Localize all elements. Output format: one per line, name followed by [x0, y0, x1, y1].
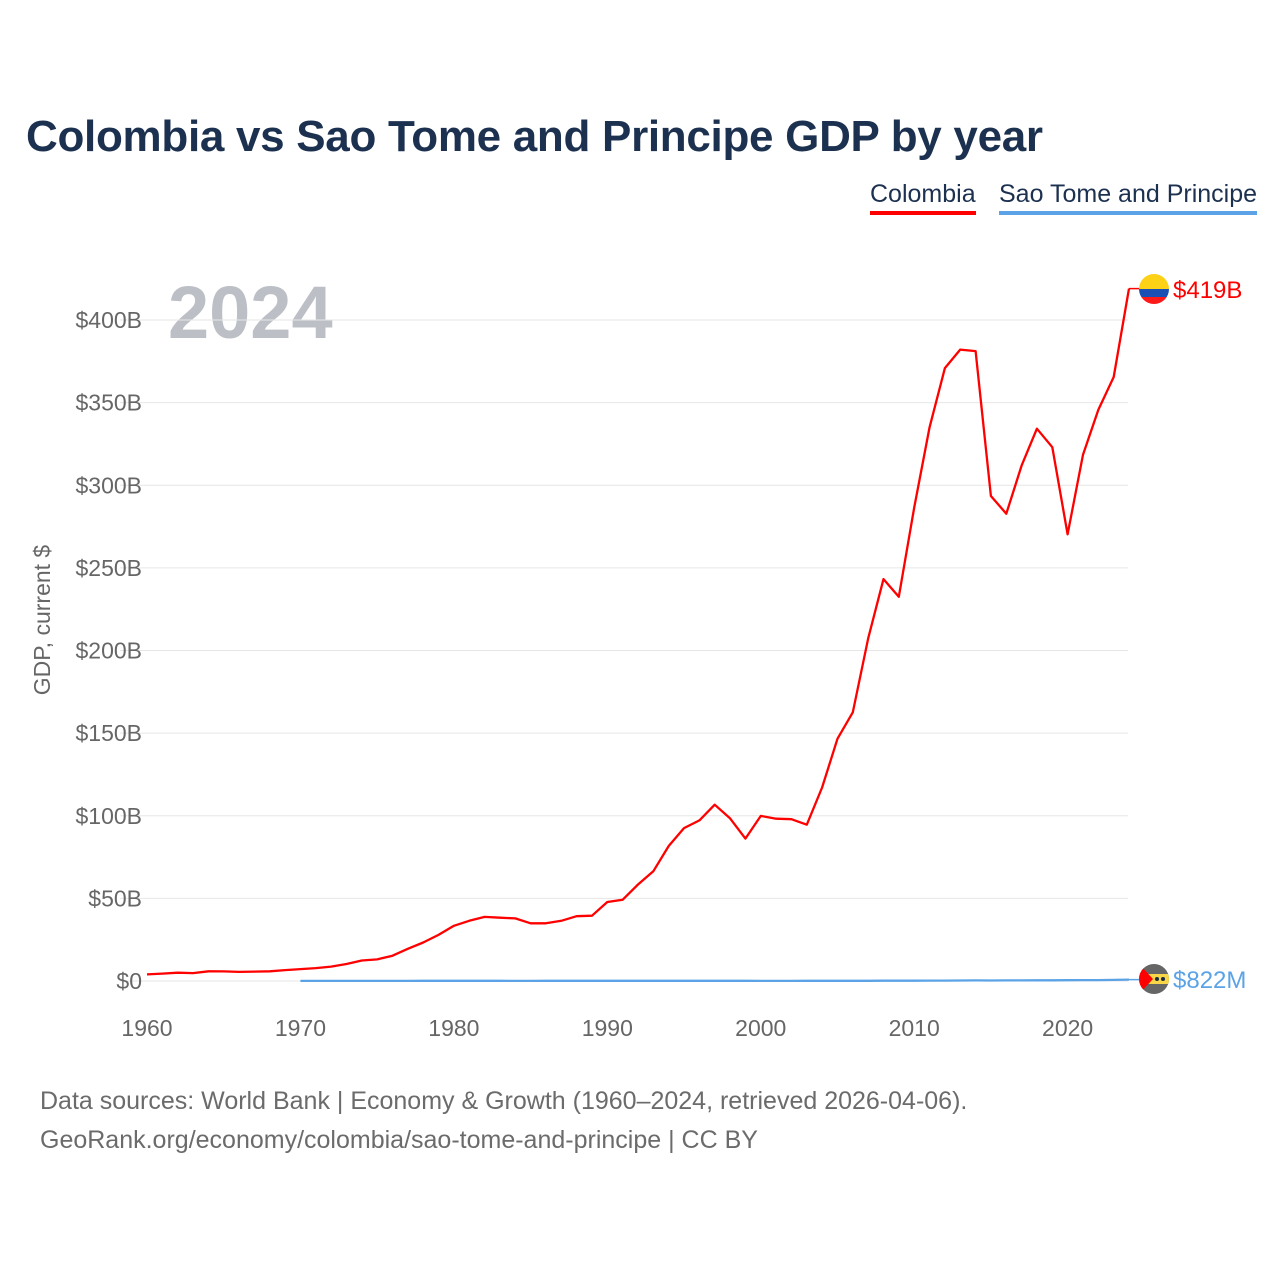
y-tick-label: $100B	[75, 803, 142, 829]
source-note: Data sources: World Bank | Economy & Gro…	[40, 1082, 967, 1160]
y-tick-label: $200B	[75, 638, 142, 664]
x-tick-label: 1980	[428, 1015, 479, 1041]
y-tick-label: $400B	[75, 307, 142, 333]
source-line-1: Data sources: World Bank | Economy & Gro…	[40, 1087, 968, 1115]
legend-item-sao-tome[interactable]: Sao Tome and Principe	[999, 180, 1258, 215]
colombia-flag-icon	[1139, 274, 1169, 304]
x-tick-label: 2000	[735, 1015, 786, 1041]
legend-item-colombia[interactable]: Colombia	[870, 180, 976, 215]
series-line-sao-tome	[300, 978, 1130, 983]
y-tick-label: $150B	[75, 720, 142, 746]
y-tick-label: $250B	[75, 555, 142, 581]
end-value-label: $419B	[1173, 277, 1242, 304]
x-tick-label: 2020	[1042, 1015, 1093, 1041]
series-line-colombia	[146, 288, 1131, 976]
y-tick-label: $0	[116, 968, 142, 994]
x-tick-label: 1960	[121, 1015, 172, 1041]
x-tick-label: 2010	[889, 1015, 940, 1041]
chart-title: Colombia vs Sao Tome and Principe GDP by…	[26, 112, 1043, 161]
source-line-2[interactable]: GeoRank.org/economy/colombia/sao-tome-an…	[40, 1126, 758, 1154]
year-watermark: 2024	[168, 271, 333, 354]
y-tick-label: $50B	[88, 885, 142, 911]
sao-tome-flag-icon	[1139, 964, 1169, 994]
x-tick-label: 1970	[275, 1015, 326, 1041]
y-tick-label: $350B	[75, 390, 142, 416]
x-tick-label: 1990	[582, 1015, 633, 1041]
y-axis-label: GDP, current $	[29, 545, 55, 696]
y-tick-label: $300B	[75, 472, 142, 498]
end-value-label: $822M	[1173, 967, 1246, 994]
